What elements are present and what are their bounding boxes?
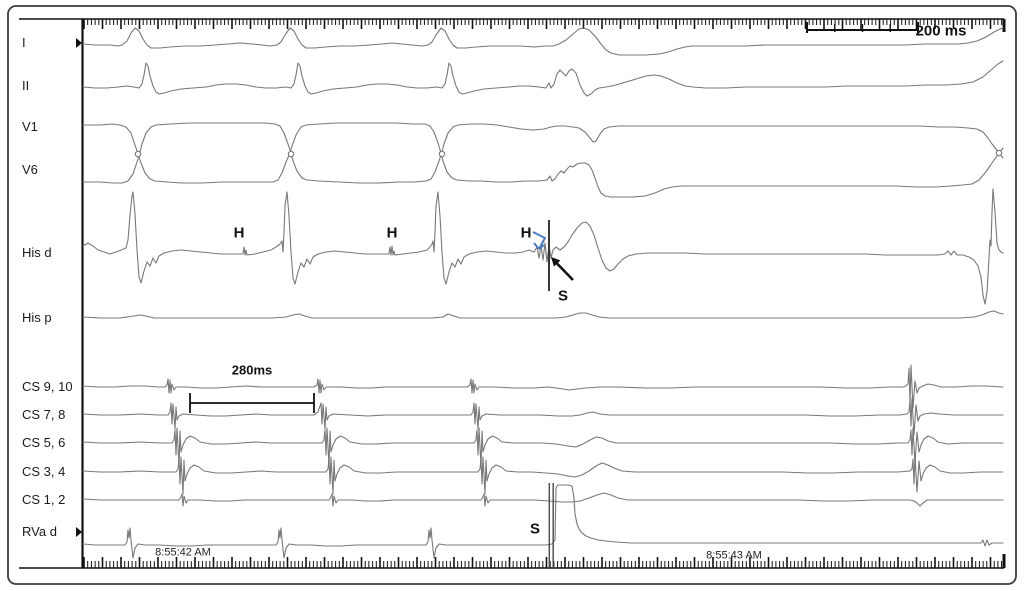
blue-arrow-shaft (532, 231, 547, 250)
trace-His-p (82, 310, 1004, 319)
trace-RVa-d (82, 484, 1004, 559)
trace-CS-5-6 (82, 427, 1004, 467)
blue-arrow-barb (538, 244, 545, 250)
black-arrow-head-icon (551, 257, 561, 267)
crossing-circle-icon (287, 150, 295, 158)
trace-CS-1-2 (82, 492, 1004, 507)
trace-His-d (82, 188, 1004, 305)
crossing-circle-icon (438, 150, 446, 158)
trace-I (82, 27, 1004, 56)
trace-CS-3-4 (82, 455, 1004, 495)
trace-V6 (82, 122, 1004, 184)
channel-marker-icon (76, 38, 82, 48)
trace-CS-9-10 (82, 364, 1004, 409)
trace-V1 (82, 122, 1004, 198)
crossing-circle-icon (134, 150, 142, 158)
trace-CS-7-8 (82, 397, 1004, 436)
trace-II (82, 60, 1004, 97)
crossing-circle-icon (995, 149, 1003, 157)
blue-arrow-barb (533, 242, 540, 250)
black-arrow-shaft (556, 262, 574, 281)
channel-marker-icon (76, 527, 82, 537)
figure-border (7, 5, 1017, 585)
